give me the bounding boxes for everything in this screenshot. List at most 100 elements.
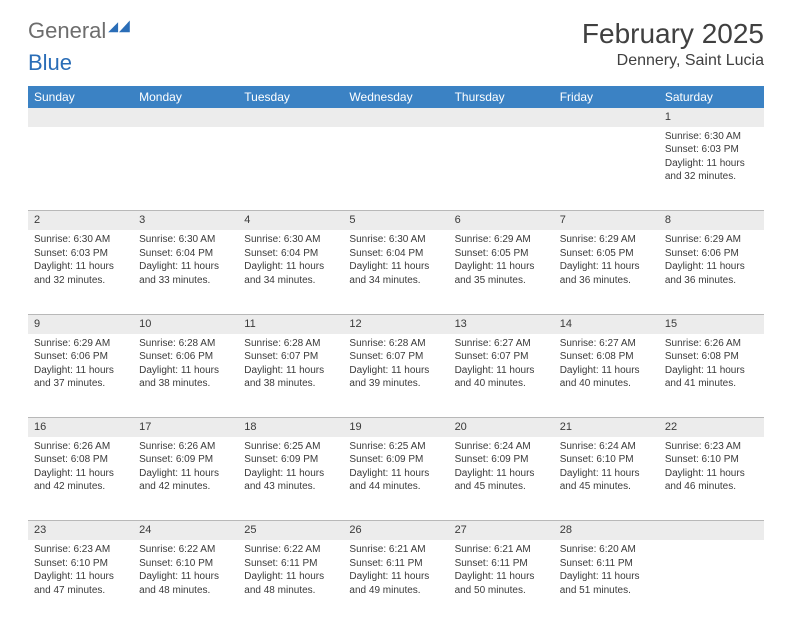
daylight-line-2: and 32 minutes. [34, 274, 127, 288]
sunrise-line: Sunrise: 6:23 AM [665, 440, 758, 454]
day-body-cell: Sunrise: 6:26 AMSunset: 6:09 PMDaylight:… [133, 437, 238, 521]
sunset-line: Sunset: 6:09 PM [455, 453, 548, 467]
day-number-cell: 26 [343, 521, 448, 540]
daylight-line-1: Daylight: 11 hours [560, 467, 653, 481]
daylight-line-2: and 42 minutes. [139, 480, 232, 494]
day-number-cell [449, 108, 554, 127]
day-number-cell: 5 [343, 211, 448, 230]
day-body-cell: Sunrise: 6:30 AMSunset: 6:04 PMDaylight:… [343, 230, 448, 314]
day-number-cell: 17 [133, 418, 238, 437]
day-number-cell: 15 [659, 314, 764, 333]
day-body-cell: Sunrise: 6:28 AMSunset: 6:07 PMDaylight:… [343, 334, 448, 418]
sunrise-line: Sunrise: 6:20 AM [560, 543, 653, 557]
sunset-line: Sunset: 6:10 PM [139, 557, 232, 571]
day-body-cell [238, 127, 343, 211]
sunset-line: Sunset: 6:10 PM [665, 453, 758, 467]
day-number-cell: 9 [28, 314, 133, 333]
day-body-cell: Sunrise: 6:21 AMSunset: 6:11 PMDaylight:… [449, 540, 554, 624]
daylight-line-2: and 50 minutes. [455, 584, 548, 598]
sunset-line: Sunset: 6:04 PM [139, 247, 232, 261]
sunset-line: Sunset: 6:07 PM [244, 350, 337, 364]
daylight-line-1: Daylight: 11 hours [455, 570, 548, 584]
daylight-line-1: Daylight: 11 hours [665, 467, 758, 481]
sunset-line: Sunset: 6:11 PM [349, 557, 442, 571]
sunrise-line: Sunrise: 6:28 AM [244, 337, 337, 351]
daylight-line-2: and 34 minutes. [349, 274, 442, 288]
weekday-header: Monday [133, 86, 238, 108]
day-number-cell [133, 108, 238, 127]
sunset-line: Sunset: 6:11 PM [560, 557, 653, 571]
sunrise-line: Sunrise: 6:29 AM [455, 233, 548, 247]
day-body-cell: Sunrise: 6:30 AMSunset: 6:04 PMDaylight:… [238, 230, 343, 314]
sunrise-line: Sunrise: 6:27 AM [560, 337, 653, 351]
day-body-cell [449, 127, 554, 211]
calendar-table: SundayMondayTuesdayWednesdayThursdayFrid… [28, 86, 764, 624]
day-number-cell: 19 [343, 418, 448, 437]
day-number-cell: 21 [554, 418, 659, 437]
day-body-cell: Sunrise: 6:29 AMSunset: 6:05 PMDaylight:… [554, 230, 659, 314]
sunset-line: Sunset: 6:06 PM [139, 350, 232, 364]
daylight-line-2: and 41 minutes. [665, 377, 758, 391]
day-body-row: Sunrise: 6:30 AMSunset: 6:03 PMDaylight:… [28, 127, 764, 211]
day-body-cell: Sunrise: 6:26 AMSunset: 6:08 PMDaylight:… [28, 437, 133, 521]
sunrise-line: Sunrise: 6:27 AM [455, 337, 548, 351]
day-body-cell [28, 127, 133, 211]
sunset-line: Sunset: 6:10 PM [560, 453, 653, 467]
sunset-line: Sunset: 6:08 PM [560, 350, 653, 364]
weekday-header: Wednesday [343, 86, 448, 108]
daylight-line-2: and 45 minutes. [560, 480, 653, 494]
daylight-line-1: Daylight: 11 hours [244, 570, 337, 584]
day-body-cell [554, 127, 659, 211]
sunset-line: Sunset: 6:07 PM [349, 350, 442, 364]
logo: General [28, 18, 130, 44]
sunrise-line: Sunrise: 6:29 AM [34, 337, 127, 351]
sunset-line: Sunset: 6:09 PM [349, 453, 442, 467]
sunrise-line: Sunrise: 6:28 AM [349, 337, 442, 351]
day-number-row: 232425262728 [28, 521, 764, 540]
daylight-line-2: and 34 minutes. [244, 274, 337, 288]
sunset-line: Sunset: 6:04 PM [349, 247, 442, 261]
day-number-cell: 3 [133, 211, 238, 230]
day-number-cell [238, 108, 343, 127]
day-number-row: 16171819202122 [28, 418, 764, 437]
sunrise-line: Sunrise: 6:23 AM [34, 543, 127, 557]
daylight-line-1: Daylight: 11 hours [349, 364, 442, 378]
day-body-cell: Sunrise: 6:30 AMSunset: 6:04 PMDaylight:… [133, 230, 238, 314]
daylight-line-1: Daylight: 11 hours [560, 570, 653, 584]
daylight-line-1: Daylight: 11 hours [244, 260, 337, 274]
day-number-cell: 1 [659, 108, 764, 127]
day-body-cell: Sunrise: 6:20 AMSunset: 6:11 PMDaylight:… [554, 540, 659, 624]
daylight-line-1: Daylight: 11 hours [139, 570, 232, 584]
sunrise-line: Sunrise: 6:30 AM [349, 233, 442, 247]
day-number-cell: 10 [133, 314, 238, 333]
sunset-line: Sunset: 6:08 PM [665, 350, 758, 364]
day-number-cell: 24 [133, 521, 238, 540]
day-number-cell: 20 [449, 418, 554, 437]
daylight-line-2: and 48 minutes. [244, 584, 337, 598]
month-title: February 2025 [582, 18, 764, 50]
weekday-header: Friday [554, 86, 659, 108]
day-body-cell: Sunrise: 6:26 AMSunset: 6:08 PMDaylight:… [659, 334, 764, 418]
daylight-line-1: Daylight: 11 hours [665, 157, 758, 171]
day-body-cell: Sunrise: 6:24 AMSunset: 6:10 PMDaylight:… [554, 437, 659, 521]
weekday-header: Sunday [28, 86, 133, 108]
sunrise-line: Sunrise: 6:30 AM [34, 233, 127, 247]
sunrise-line: Sunrise: 6:30 AM [665, 130, 758, 144]
logo-word-blue: Blue [28, 50, 764, 76]
sunset-line: Sunset: 6:06 PM [34, 350, 127, 364]
daylight-line-2: and 36 minutes. [560, 274, 653, 288]
sunrise-line: Sunrise: 6:24 AM [455, 440, 548, 454]
day-number-cell: 13 [449, 314, 554, 333]
sunrise-line: Sunrise: 6:26 AM [139, 440, 232, 454]
daylight-line-1: Daylight: 11 hours [244, 467, 337, 481]
daylight-line-1: Daylight: 11 hours [665, 364, 758, 378]
day-number-cell: 12 [343, 314, 448, 333]
day-body-cell: Sunrise: 6:23 AMSunset: 6:10 PMDaylight:… [659, 437, 764, 521]
day-number-cell: 6 [449, 211, 554, 230]
sunset-line: Sunset: 6:09 PM [139, 453, 232, 467]
sunrise-line: Sunrise: 6:21 AM [455, 543, 548, 557]
sunset-line: Sunset: 6:03 PM [665, 143, 758, 157]
daylight-line-2: and 40 minutes. [455, 377, 548, 391]
day-body-cell: Sunrise: 6:22 AMSunset: 6:11 PMDaylight:… [238, 540, 343, 624]
daylight-line-1: Daylight: 11 hours [455, 364, 548, 378]
